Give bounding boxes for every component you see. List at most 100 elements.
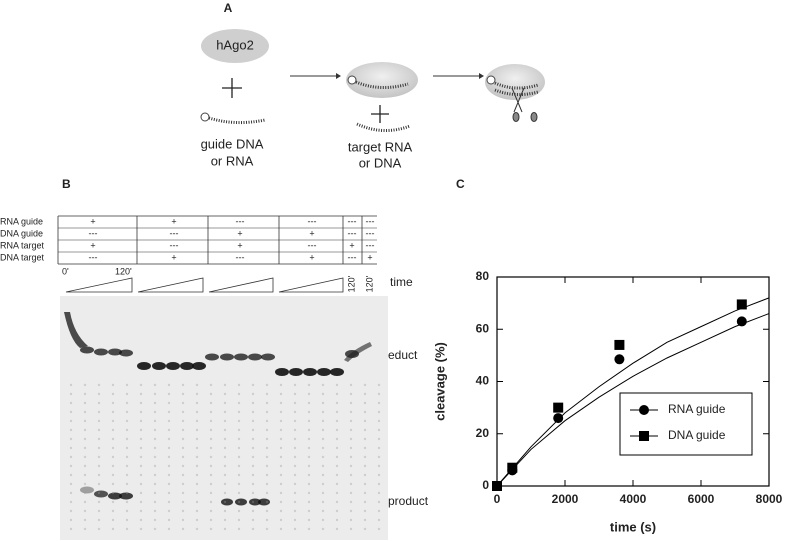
gel-speck	[209, 491, 213, 495]
gel-speck	[265, 518, 269, 522]
gel-speck	[251, 383, 255, 387]
gel-speck	[237, 419, 241, 423]
gel-speck	[139, 464, 143, 468]
gel-speck	[223, 401, 227, 405]
gel-speck	[363, 500, 367, 504]
gel-band	[137, 362, 151, 370]
scissors-handle	[530, 112, 538, 122]
gel-speck	[69, 509, 73, 513]
lane-time: 120'	[364, 275, 374, 292]
gel-speck	[153, 401, 157, 405]
table-cell: +	[367, 252, 372, 262]
gel-speck	[265, 392, 269, 396]
gel-speck	[69, 446, 73, 450]
gel-speck	[83, 464, 87, 468]
phosphate	[200, 112, 210, 122]
gel-speck	[335, 455, 339, 459]
gel-speck	[83, 383, 87, 387]
gel-speck	[139, 437, 143, 441]
gel-speck	[69, 527, 73, 531]
gel-speck	[125, 437, 129, 441]
table-cell: +	[237, 228, 242, 238]
gel-speck	[335, 509, 339, 513]
gel-speck	[377, 518, 381, 522]
gel-speck	[223, 500, 227, 504]
table-cell: ---	[170, 228, 179, 238]
gel-speck	[307, 518, 311, 522]
gel-band	[205, 353, 219, 361]
gel-band	[317, 368, 331, 376]
gel-speck	[349, 482, 353, 486]
gel-speck	[125, 455, 129, 459]
gel-speck	[97, 500, 101, 504]
gel-speck	[111, 392, 115, 396]
gel-speck	[279, 500, 283, 504]
gel-speck	[69, 383, 73, 387]
gel-speck	[293, 392, 297, 396]
gel-speck	[321, 446, 325, 450]
gel-speck	[181, 428, 185, 432]
gel-speck	[321, 401, 325, 405]
gel-band	[248, 353, 262, 361]
time-wedge	[65, 277, 133, 293]
gel-speck	[181, 401, 185, 405]
gel-speck	[377, 392, 381, 396]
gel-speck	[321, 473, 325, 477]
table-cell: ---	[89, 228, 98, 238]
gel-speck	[125, 410, 129, 414]
gel-speck	[307, 419, 311, 423]
gel-speck	[377, 455, 381, 459]
gel-speck	[111, 437, 115, 441]
gel-speck	[181, 473, 185, 477]
gel-speck	[139, 410, 143, 414]
gel-speck	[83, 401, 87, 405]
gel-speck	[139, 482, 143, 486]
gel-speck	[251, 500, 255, 504]
gel-speck	[69, 482, 73, 486]
gel-speck	[97, 509, 101, 513]
data-point	[736, 316, 747, 327]
gel-speck	[293, 419, 297, 423]
gel-speck	[251, 464, 255, 468]
gel-speck	[335, 518, 339, 522]
gel-speck	[209, 509, 213, 513]
target-label: or DNA	[359, 155, 402, 170]
gel-speck	[251, 518, 255, 522]
gel-speck	[335, 491, 339, 495]
educt-label: educt	[388, 348, 418, 362]
gel-speck	[377, 491, 381, 495]
gel-speck	[195, 401, 199, 405]
gel-speck	[377, 527, 381, 531]
gel-speck	[307, 410, 311, 414]
x-tick-label: 2000	[552, 492, 579, 506]
gel-speck	[279, 392, 283, 396]
gel-band	[234, 353, 248, 361]
gel-speck	[237, 455, 241, 459]
gel-speck	[377, 500, 381, 504]
gel-speck	[167, 473, 171, 477]
gel-speck	[223, 491, 227, 495]
gel-speck	[349, 455, 353, 459]
gel-speck	[349, 491, 353, 495]
gel-speck	[167, 455, 171, 459]
gel-speck	[83, 428, 87, 432]
gel-band	[108, 492, 122, 500]
gel-band	[258, 498, 270, 506]
table-cell: +	[309, 228, 314, 238]
gel-speck	[237, 518, 241, 522]
gel-speck	[181, 482, 185, 486]
gel-speck	[293, 473, 297, 477]
gel-speck	[321, 437, 325, 441]
gel-speck	[237, 500, 241, 504]
gel-smear	[64, 312, 88, 348]
gel-speck	[111, 491, 115, 495]
gel-speck	[223, 527, 227, 531]
gel-speck	[321, 491, 325, 495]
gel-speck	[307, 527, 311, 531]
gel-speck	[251, 410, 255, 414]
gel-speck	[349, 383, 353, 387]
x-tick-label: 6000	[688, 492, 715, 506]
gel-speck	[111, 455, 115, 459]
gel-speck	[321, 500, 325, 504]
gel-speck	[307, 455, 311, 459]
